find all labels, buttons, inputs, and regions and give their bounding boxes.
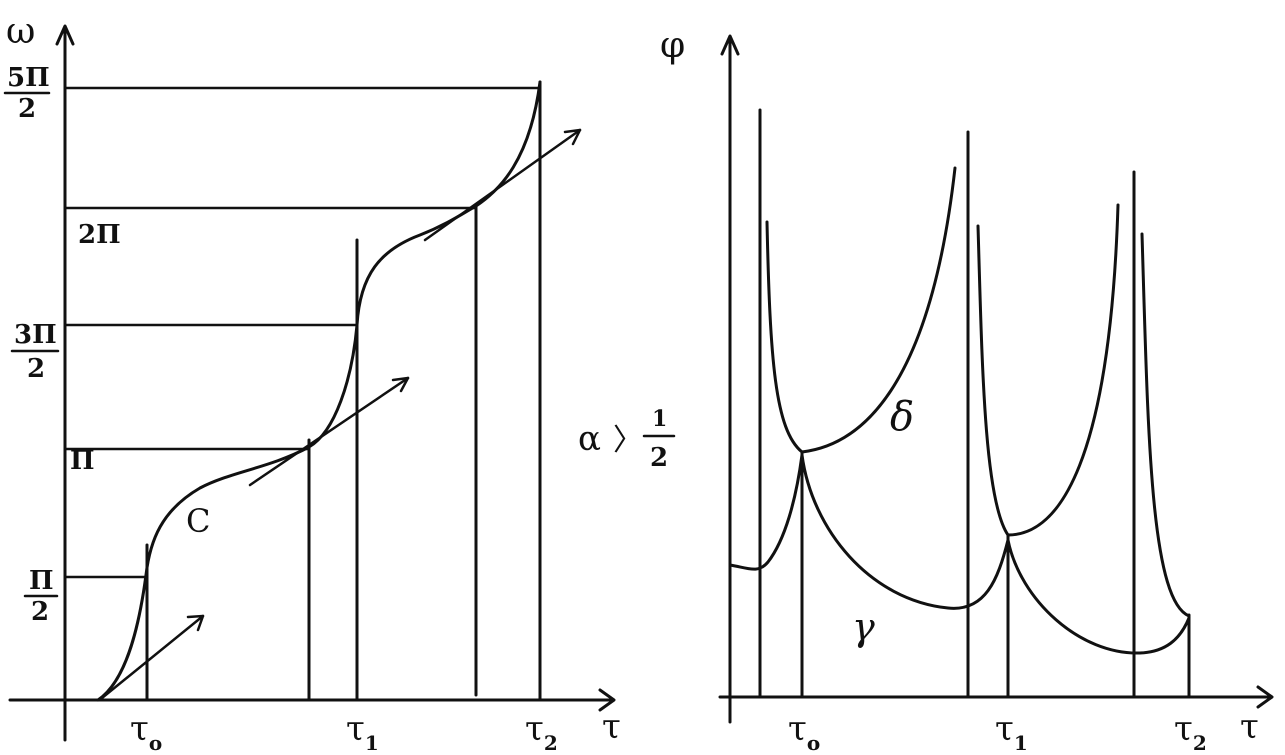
left-x-tick-tau2: τ2 (525, 709, 558, 755)
y-tick-3pi-over-2-numerator: 3Π (14, 320, 57, 350)
curve-c (96, 80, 542, 702)
curve-delta (765, 166, 1191, 618)
curve-gamma (728, 453, 1191, 655)
phi-axis-arrowhead (720, 34, 740, 56)
omega-axis-label: ω (6, 11, 35, 52)
left-x-tick-tau1: τ1 (346, 709, 379, 755)
right-x-tick-tau2: τ2 (1174, 709, 1207, 755)
curve-delta-label: δ (890, 394, 914, 440)
phi-axis-label: φ (660, 25, 685, 66)
right-plot: φ τ τo τ1 τ2 δ γ (660, 25, 1274, 755)
right-x-tick-tau0: τo (788, 709, 820, 755)
right-tau-axis-label: τ (1240, 707, 1259, 747)
alpha-condition: α 〉 1 2 (578, 406, 676, 473)
curve-c-label: C (186, 502, 210, 540)
y-tick-2pi: 2Π (78, 220, 121, 250)
y-tick-3pi-over-2-denominator: 2 (27, 354, 45, 384)
half-numerator: 1 (652, 406, 667, 432)
tangent-arrow-middle (248, 376, 410, 487)
left-x-tick-tau0: τo (130, 709, 162, 755)
y-tick-pi-over-2-denominator: 2 (31, 597, 49, 627)
tangent-arrow-upper (423, 128, 582, 242)
greater-than-symbol: 〉 (613, 423, 643, 458)
half-denominator: 2 (650, 443, 668, 473)
tangent-arrow-lower-head (186, 614, 205, 632)
tangent-arrow-middle-head (391, 376, 410, 393)
omega-axis-arrowhead (55, 24, 75, 46)
y-tick-5pi-over-2: 5Π 2 (3, 63, 51, 124)
tau-axis-arrowhead (598, 688, 616, 712)
y-tick-pi-over-2-numerator: Π (29, 566, 54, 596)
right-x-tick-tau1: τ1 (995, 709, 1028, 755)
y-tick-5pi-over-2-numerator: 5Π (7, 63, 50, 93)
y-tick-pi: Π (70, 446, 95, 476)
y-tick-3pi-over-2: 3Π 2 (10, 320, 60, 384)
y-tick-5pi-over-2-denominator: 2 (18, 94, 36, 124)
left-tau-axis-label: τ (602, 707, 621, 747)
alpha-symbol: α (578, 419, 601, 459)
left-plot: ω τ 5Π 2 2Π 3Π 2 Π Π 2 τo τ1 τ2 C (3, 11, 621, 755)
right-tau-axis-arrowhead (1256, 685, 1274, 709)
tangent-arrow-lower (100, 614, 205, 700)
y-tick-pi-over-2: Π 2 (23, 566, 59, 627)
curve-gamma-label: γ (852, 605, 875, 649)
tangent-arrow-upper-head (563, 128, 582, 146)
